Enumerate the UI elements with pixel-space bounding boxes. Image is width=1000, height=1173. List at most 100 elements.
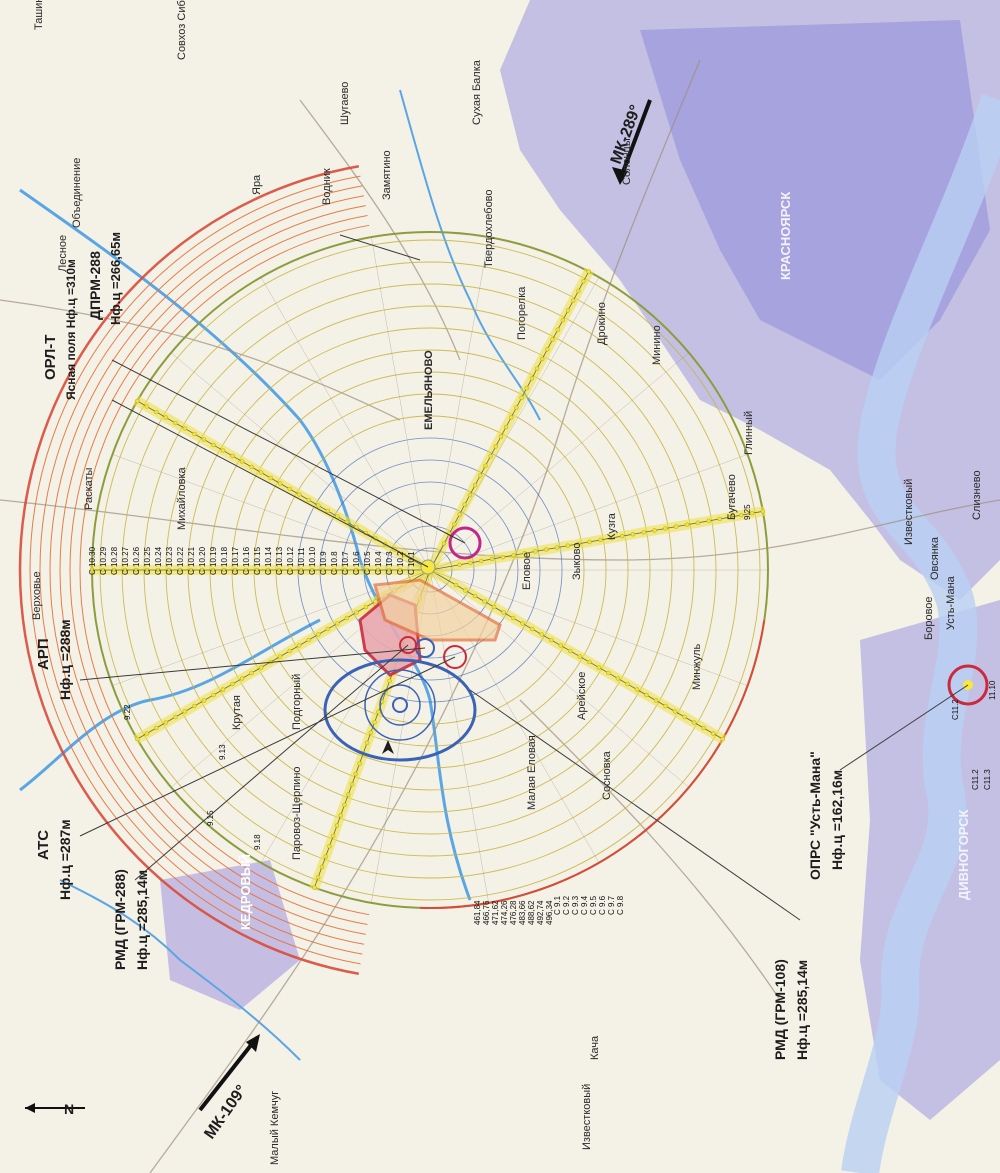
radial-marker-dot — [586, 269, 591, 274]
radial-marker-dot — [201, 437, 207, 442]
radial-marker-dot — [630, 532, 636, 537]
place-yara: Яра — [251, 174, 263, 195]
sector-labels-west: С 10.30 С 10.29 С 10.28 С 10.27 С 10.26 С 10.… — [88, 546, 416, 575]
radial-marker-dot — [519, 395, 524, 401]
beacon-orp-t: ОРЛ-Т Ясная поля Нф.ц =310м — [42, 259, 78, 400]
place-izvestkovyi: Известковый — [581, 1084, 593, 1150]
radial-marker-dot — [524, 385, 529, 391]
radial-marker-dot — [258, 665, 264, 670]
radial-marker-dot — [749, 511, 755, 516]
beacon-rmd-288-title: РМД (ГРМ-288) — [112, 869, 128, 970]
radial-marker-dot — [344, 615, 350, 621]
radial-marker-dot — [503, 424, 509, 430]
height-label: 461,84 — [473, 900, 482, 925]
radial-marker-dot — [357, 761, 362, 766]
radial-marker-dot — [634, 687, 640, 692]
sector-label-west: С 10.4 — [374, 551, 383, 575]
radial-marker-dot — [173, 714, 178, 720]
radial-marker-dot — [135, 736, 140, 742]
radial-marker-dot — [695, 520, 701, 525]
beacon-labels: ОРЛ-Т Ясная поля Нф.ц =310м ДПРМ-288 Нф.… — [35, 232, 845, 1060]
radial-marker-dot — [509, 415, 514, 420]
height-label: 492,74 — [536, 900, 545, 925]
radial-marker-dot — [728, 514, 733, 520]
place-ust-mana: Усть-Мана — [945, 575, 957, 630]
settlement-labels: Ташино Совхоз Сибирь Шугаево Сухая Балка… — [31, 0, 983, 1165]
beacon-ats-title: АТС — [35, 830, 52, 860]
place-glinnyi: Глинный — [743, 411, 755, 455]
radial-marker-dot — [549, 637, 554, 643]
sector-label-west: С 10.29 — [99, 546, 108, 575]
radial-marker-dot — [663, 703, 668, 709]
radial-marker-dot — [644, 692, 649, 698]
radial-marker-dot — [706, 518, 711, 524]
radial-marker-dot — [472, 593, 478, 599]
radial-marker-dot — [533, 549, 538, 554]
sector-label-west: С 10.21 — [187, 546, 196, 575]
beacon-arp: АРП Нф.ц =288м — [35, 619, 73, 700]
radial-marker-dot — [478, 473, 483, 478]
oprs-sector-label: С11.2 — [951, 699, 960, 720]
inner-blue-circle-3 — [392, 697, 408, 713]
north-label: N — [64, 1101, 74, 1117]
radial-thin-line — [112, 454, 431, 571]
radial-marker-dot — [606, 670, 611, 676]
orange-zone-polygon — [373, 578, 502, 642]
river-minor-1 — [19, 618, 321, 792]
sector-label-west: С 10.20 — [198, 546, 207, 575]
place-lesnoe: Лесное — [57, 235, 69, 272]
radial-marker-dot — [568, 648, 573, 654]
beacon-rmd-108: РМД (ГРМ-108) Нф.ц =285,14м — [772, 959, 810, 1060]
radial-marker-dot — [239, 459, 245, 464]
rmd-station-label: 9.15 — [206, 810, 215, 826]
radial-marker-dot — [581, 279, 586, 284]
height-label: 488,62 — [527, 900, 536, 925]
rmd-station-labels: 9.15 9.13 9.22 9.18 9.25 — [123, 504, 752, 850]
oprs-labels: С11.2 С11.2 С11.3 11.10 — [951, 680, 997, 790]
radial-marker-dot — [653, 698, 659, 703]
radial-marker-dot — [467, 492, 473, 498]
radial-marker-dot — [529, 626, 535, 632]
radial-marker-dot — [306, 637, 311, 643]
radial-marker-dot — [331, 833, 336, 839]
place-raskaty: Раскаты — [83, 467, 95, 510]
sector-label-west: С 10.11 — [297, 547, 306, 575]
radial-marker-dot — [354, 610, 359, 615]
sector-label-south: С 9.7 — [607, 895, 616, 915]
radial-marker-dot — [550, 337, 555, 342]
place-elovoe: Еловое — [521, 552, 533, 590]
place-vodnik: Водник — [321, 168, 333, 205]
place-tverdokhleb: Твердохлебово — [483, 189, 495, 268]
beacon-dprm-title: ДПРМ-288 — [87, 251, 103, 320]
oprs-circle — [947, 664, 989, 706]
radial-thin-line — [260, 277, 431, 571]
radial-marker-dot — [144, 404, 150, 409]
place-kedrovy: КЕДРОВЫЙ — [238, 854, 253, 930]
place-aranchet: Арейское — [576, 672, 588, 720]
sector-label-south: С 9.6 — [598, 895, 607, 915]
north-arrow-icon: N — [25, 1101, 85, 1117]
sector-label-west: С 10.9 — [319, 551, 328, 575]
sector-label-west: С 10.17 — [231, 546, 240, 575]
radial-marker-dot — [325, 626, 331, 632]
radial-marker-dot — [220, 687, 226, 692]
sector-label-west: С 10.19 — [209, 546, 218, 575]
sector-label-west: С 10.22 — [176, 546, 185, 575]
radial-marker-dot — [239, 676, 245, 681]
radial-marker-dot — [641, 530, 646, 535]
radial-marker-dot — [510, 615, 516, 621]
sector-label-south: С 9.5 — [589, 895, 598, 915]
sector-label-south: С 9.3 — [571, 895, 580, 915]
beacon-arp-sub: Нф.ц =288м — [57, 619, 73, 700]
red-circle-ats — [443, 645, 467, 669]
route-arrow-head-icon — [246, 1034, 260, 1052]
beacon-rmd-108-sub: Нф.ц =285,14м — [794, 960, 810, 1060]
radial-marker-dot — [529, 376, 535, 381]
radial-marker-dot — [482, 599, 487, 604]
radial-marker-dot — [335, 514, 340, 519]
sector-label-west: С 10.15 — [253, 546, 262, 575]
place-tashino: Ташино — [33, 0, 45, 30]
rmd-station-label: 9.18 — [253, 834, 262, 850]
orp-circle — [448, 526, 482, 560]
radial-marker-dot — [472, 483, 478, 488]
